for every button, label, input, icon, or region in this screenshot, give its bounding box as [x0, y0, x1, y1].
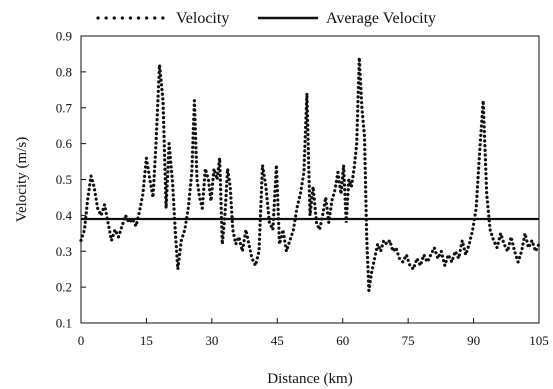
y-tick-label: 0.5 [56, 172, 72, 187]
legend-label-average-velocity: Average Velocity [326, 10, 436, 27]
x-tick-label: 90 [467, 333, 480, 348]
x-tick-label: 0 [78, 333, 85, 348]
legend: Velocity Average Velocity [96, 10, 436, 27]
y-tick-label: 0.7 [56, 100, 73, 115]
x-tick-label: 15 [140, 333, 153, 348]
x-tick-label: 45 [271, 333, 284, 348]
y-tick-label: 0.8 [56, 64, 72, 79]
x-tick-label: 60 [336, 333, 349, 348]
y-tick-label: 0.9 [56, 29, 72, 44]
legend-label-velocity: Velocity [176, 10, 229, 27]
x-axis-label: Distance (km) [267, 371, 352, 387]
x-tick-label: 30 [205, 333, 218, 348]
y-tick-label: 0.1 [56, 316, 72, 331]
plot-series [79, 57, 541, 291]
plot-frame [80, 35, 540, 324]
x-tick-label: 75 [402, 333, 415, 348]
x-axis-ticks: 0 15 30 45 60 75 90 105 [78, 318, 549, 348]
y-tick-label: 0.6 [56, 136, 73, 151]
y-tick-label: 0.3 [56, 244, 72, 259]
y-tick-label: 0.4 [56, 208, 73, 223]
y-tick-label: 0.2 [56, 280, 72, 295]
x-tick-label: 105 [529, 333, 549, 348]
y-axis-label: Velocity (m/s) [14, 137, 30, 222]
velocity-series-line [79, 57, 541, 291]
